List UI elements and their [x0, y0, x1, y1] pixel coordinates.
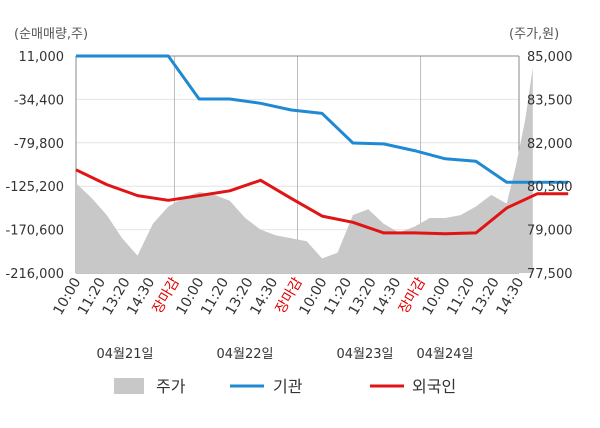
- left-axis-tick-label: -34,400: [14, 93, 64, 108]
- right-axis-tick-label: 79,000: [527, 224, 573, 239]
- date-label: 04월22일: [216, 347, 273, 362]
- date-label: 04월23일: [336, 347, 393, 362]
- institution-line: [76, 54, 569, 184]
- right-axis-tick-label: 77,500: [527, 267, 573, 282]
- flow-lines-layer: [75, 54, 569, 236]
- legend-foreign-label: 외국인: [412, 377, 456, 396]
- left-axis-tick-label: -79,800: [14, 137, 64, 152]
- right-axis-tick-label: 82,000: [527, 137, 573, 152]
- x-axis: 10:0011:2013:2014:30장마감10:0011:2013:2014…: [50, 275, 527, 318]
- left-axis-tick-label: -170,600: [6, 224, 64, 239]
- date-label: 04월21일: [96, 347, 153, 362]
- date-labels: 04월21일 04월22일 04월23일 04월24일: [96, 347, 473, 362]
- legend-price-label: 주가: [156, 377, 186, 396]
- right-axis-unit-label: (주가,원): [509, 27, 559, 42]
- price-area-layer: [76, 67, 533, 273]
- left-axis-tick-label: -125,200: [6, 180, 64, 195]
- price-area: [76, 67, 533, 273]
- legend-institution-label: 기관: [273, 377, 303, 396]
- right-axis-tick-label: 80,500: [527, 180, 573, 195]
- foreign-line: [75, 168, 569, 236]
- left-axis-tick-label: -216,000: [6, 267, 64, 282]
- left-axis: 11,000 -34,400 -79,800 -125,200 -170,600 -216…: [6, 50, 64, 282]
- right-axis: 85,000 83,500 82,000 80,500 79,000 77,500: [527, 50, 573, 282]
- legend-price-swatch: [114, 378, 144, 394]
- right-axis-tick-label: 83,500: [527, 93, 573, 108]
- legend: 주가 기관 외국인: [114, 377, 456, 396]
- left-axis-tick-label: 11,000: [19, 50, 65, 65]
- right-axis-tick-label: 85,000: [527, 50, 573, 65]
- left-axis-unit-label: (순매매량,주): [14, 27, 88, 42]
- date-label: 04월24일: [416, 347, 473, 362]
